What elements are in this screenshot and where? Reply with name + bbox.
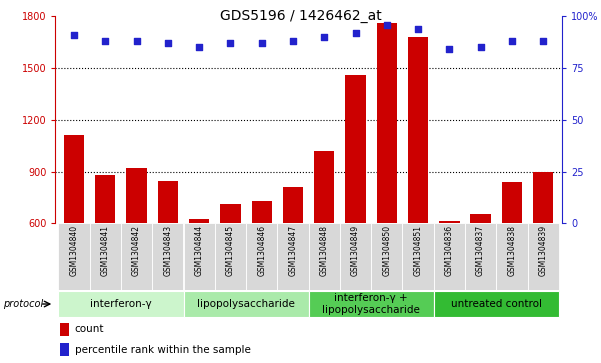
Point: [132, 38, 141, 44]
Text: GDS5196 / 1426462_at: GDS5196 / 1426462_at: [219, 9, 382, 23]
Bar: [60, 343, 70, 356]
Text: GSM1304836: GSM1304836: [445, 225, 454, 276]
Bar: [403, 223, 434, 290]
Text: GSM1304842: GSM1304842: [132, 225, 141, 276]
Bar: [215, 223, 246, 290]
Bar: [121, 223, 152, 290]
Bar: [252, 201, 272, 223]
Bar: [157, 181, 178, 223]
Text: GSM1304843: GSM1304843: [163, 225, 172, 276]
Bar: [496, 223, 528, 290]
Bar: [346, 75, 365, 223]
Text: GSM1304845: GSM1304845: [226, 225, 235, 276]
Bar: [220, 204, 240, 223]
Text: untreated control: untreated control: [451, 299, 542, 309]
Point: [351, 30, 361, 36]
Point: [320, 34, 329, 40]
Text: GSM1304849: GSM1304849: [351, 225, 360, 276]
Point: [382, 22, 392, 28]
Bar: [152, 223, 183, 290]
Bar: [314, 151, 334, 223]
Bar: [246, 223, 277, 290]
Bar: [58, 223, 90, 290]
Text: GSM1304846: GSM1304846: [257, 225, 266, 276]
Bar: [309, 291, 434, 317]
Bar: [95, 175, 115, 223]
Text: GSM1304847: GSM1304847: [288, 225, 297, 276]
Text: GSM1304844: GSM1304844: [195, 225, 204, 276]
Bar: [183, 223, 215, 290]
Text: GSM1304840: GSM1304840: [70, 225, 79, 276]
Text: interferon-γ +
lipopolysaccharide: interferon-γ + lipopolysaccharide: [322, 293, 420, 315]
Bar: [377, 23, 397, 223]
Text: count: count: [75, 325, 104, 334]
Bar: [439, 221, 460, 223]
Point: [476, 45, 486, 50]
Bar: [528, 223, 559, 290]
Point: [507, 38, 517, 44]
Point: [288, 38, 297, 44]
Point: [69, 32, 79, 38]
Point: [413, 26, 423, 32]
Point: [538, 38, 548, 44]
Text: GSM1304850: GSM1304850: [382, 225, 391, 276]
Point: [445, 46, 454, 52]
Bar: [371, 223, 403, 290]
Bar: [183, 291, 309, 317]
Bar: [189, 219, 209, 223]
Text: protocol: protocol: [3, 299, 43, 309]
Bar: [58, 291, 183, 317]
Bar: [278, 223, 308, 290]
Text: interferon-γ: interferon-γ: [90, 299, 152, 309]
Point: [225, 40, 235, 46]
Bar: [502, 182, 522, 223]
Point: [194, 45, 204, 50]
Bar: [126, 168, 147, 223]
Bar: [471, 214, 491, 223]
Bar: [465, 223, 496, 290]
Point: [163, 40, 172, 46]
Bar: [434, 291, 559, 317]
Point: [100, 38, 110, 44]
Text: percentile rank within the sample: percentile rank within the sample: [75, 345, 251, 355]
Bar: [408, 37, 429, 223]
Bar: [309, 223, 340, 290]
Bar: [434, 223, 465, 290]
Text: lipopolysaccharide: lipopolysaccharide: [197, 299, 295, 309]
Bar: [533, 172, 554, 223]
Bar: [340, 223, 371, 290]
Text: GSM1304841: GSM1304841: [101, 225, 110, 276]
Text: GSM1304839: GSM1304839: [538, 225, 548, 276]
Text: GSM1304851: GSM1304851: [413, 225, 423, 276]
Text: GSM1304848: GSM1304848: [320, 225, 329, 276]
Point: [257, 40, 266, 46]
Bar: [60, 323, 70, 336]
Text: GSM1304838: GSM1304838: [507, 225, 516, 276]
Text: GSM1304837: GSM1304837: [476, 225, 485, 276]
Bar: [283, 187, 303, 223]
Bar: [64, 135, 84, 223]
Bar: [90, 223, 121, 290]
